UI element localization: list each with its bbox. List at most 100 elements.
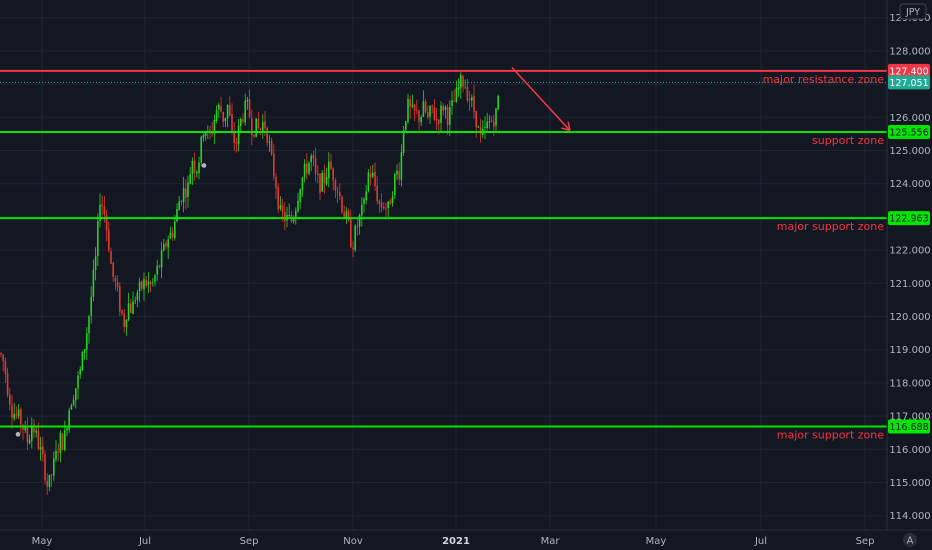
time-tick-label: Jul bbox=[754, 536, 767, 547]
candle-body bbox=[374, 171, 376, 187]
candle-body bbox=[156, 265, 158, 275]
candle-body bbox=[460, 75, 462, 89]
candle-body bbox=[361, 204, 363, 216]
candle-body bbox=[365, 191, 367, 201]
candle-body bbox=[33, 424, 35, 433]
candle-body bbox=[202, 134, 205, 138]
price-tick-label: 115.000 bbox=[889, 478, 930, 489]
candle-body bbox=[253, 134, 255, 137]
candle-body bbox=[99, 204, 101, 221]
candle-body bbox=[130, 303, 132, 313]
event-marker bbox=[15, 432, 21, 437]
candle-body bbox=[438, 120, 440, 124]
candle-body bbox=[303, 164, 306, 177]
candle-body bbox=[405, 121, 407, 130]
candle-body bbox=[400, 152, 403, 181]
candle-body bbox=[396, 170, 398, 175]
candle-body bbox=[352, 247, 354, 250]
candle-body bbox=[196, 171, 198, 174]
candle-body bbox=[356, 225, 359, 228]
candle-body bbox=[134, 300, 136, 302]
candle-body bbox=[77, 375, 79, 389]
auto-scale-label: A bbox=[907, 536, 914, 547]
candle-body bbox=[451, 100, 453, 106]
candle-body bbox=[152, 282, 154, 283]
candle-body bbox=[198, 162, 200, 173]
candle-body bbox=[299, 189, 301, 202]
candle-body bbox=[37, 431, 40, 449]
candle-body bbox=[15, 414, 18, 416]
candle-body bbox=[224, 118, 227, 122]
time-tick-label: 2021 bbox=[442, 536, 470, 547]
candle-body bbox=[358, 214, 361, 227]
candle-body bbox=[44, 454, 46, 481]
candle-body bbox=[429, 106, 431, 117]
price-tag-label: 116.688 bbox=[889, 422, 928, 433]
candle-body bbox=[339, 192, 341, 196]
candle-body bbox=[266, 127, 268, 143]
candle-body bbox=[125, 319, 128, 328]
candle-body bbox=[2, 354, 4, 361]
candle-body bbox=[345, 211, 348, 219]
candle-body bbox=[398, 171, 400, 180]
candle-body bbox=[330, 161, 332, 169]
candle-body bbox=[385, 208, 387, 210]
candle-body bbox=[257, 119, 260, 128]
candle-body bbox=[477, 126, 480, 128]
candle-body bbox=[86, 333, 88, 350]
candle-body bbox=[182, 187, 185, 203]
candle-body bbox=[59, 432, 62, 453]
auto-scale-button[interactable]: A bbox=[903, 533, 917, 547]
candle-body bbox=[336, 191, 339, 193]
candle-body bbox=[394, 174, 396, 196]
price-tick-label: 114.000 bbox=[889, 511, 930, 522]
candle-body bbox=[55, 450, 57, 460]
candle-body bbox=[383, 207, 385, 209]
candle-body bbox=[68, 410, 70, 430]
candle-body bbox=[158, 265, 161, 267]
zone-label: support zone bbox=[812, 134, 884, 147]
candle-body bbox=[119, 286, 121, 312]
candle-body bbox=[418, 110, 420, 122]
candle-body bbox=[473, 95, 475, 112]
candle-body bbox=[433, 107, 436, 120]
candle-body bbox=[268, 141, 271, 143]
candle-body bbox=[215, 110, 218, 121]
candle-body bbox=[297, 200, 299, 211]
price-tick-label: 116.000 bbox=[889, 445, 930, 456]
candlestick-series bbox=[0, 72, 499, 495]
candle-body bbox=[94, 256, 97, 270]
candle-body bbox=[442, 105, 444, 111]
candle-body bbox=[334, 180, 337, 191]
candle-body bbox=[0, 353, 2, 355]
drawn-arrow bbox=[511, 66, 571, 132]
candle-body bbox=[167, 239, 169, 248]
candle-body bbox=[231, 114, 233, 132]
candle-body bbox=[389, 200, 392, 205]
time-axis[interactable]: May Jul Sep Nov 2021 Mar May Jul Sep bbox=[32, 536, 875, 547]
candle-body bbox=[176, 209, 178, 222]
candle-body bbox=[270, 140, 273, 154]
candle-body bbox=[169, 232, 172, 239]
markers bbox=[15, 163, 207, 437]
candle-body bbox=[20, 409, 22, 425]
zone-label: major resistance zone bbox=[763, 73, 885, 86]
candle-body bbox=[141, 281, 143, 289]
candle-body bbox=[275, 176, 277, 189]
candle-body bbox=[136, 292, 139, 300]
candle-body bbox=[123, 313, 125, 327]
candle-body bbox=[154, 275, 156, 282]
currency-badge[interactable]: JPY bbox=[899, 3, 927, 20]
candle-body bbox=[222, 111, 224, 122]
price-tag-label: 122.963 bbox=[889, 214, 928, 225]
candle-body bbox=[226, 104, 229, 119]
candle-body bbox=[493, 121, 495, 127]
candle-body bbox=[343, 212, 345, 219]
price-axis-panel[interactable] bbox=[887, 0, 932, 550]
candle-body bbox=[495, 108, 497, 126]
candle-body bbox=[50, 474, 53, 476]
candle-body bbox=[453, 101, 455, 102]
candle-body bbox=[350, 218, 352, 248]
candle-body bbox=[187, 182, 189, 197]
